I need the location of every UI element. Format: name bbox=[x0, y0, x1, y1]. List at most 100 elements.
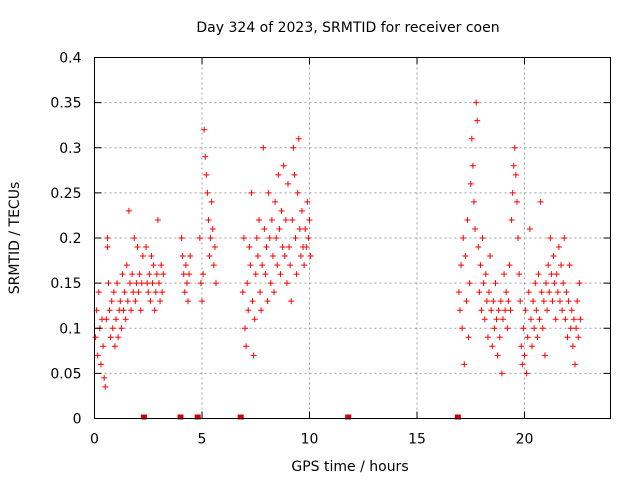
data-point bbox=[267, 280, 274, 287]
data-point bbox=[569, 343, 576, 350]
gap-marker bbox=[177, 414, 184, 420]
data-point bbox=[240, 235, 247, 241]
data-point bbox=[509, 189, 516, 196]
data-point bbox=[493, 316, 500, 323]
data-point bbox=[110, 289, 117, 296]
data-point bbox=[544, 307, 551, 314]
data-point bbox=[185, 298, 192, 305]
data-point bbox=[266, 235, 273, 241]
data-point bbox=[484, 334, 491, 341]
data-point bbox=[129, 271, 136, 278]
data-point bbox=[122, 316, 129, 323]
data-point bbox=[559, 307, 566, 314]
data-point bbox=[207, 235, 214, 241]
data-point bbox=[106, 307, 113, 314]
gap-markers bbox=[140, 414, 461, 420]
data-point bbox=[244, 280, 251, 287]
data-point bbox=[290, 144, 297, 151]
data-point bbox=[272, 198, 279, 205]
data-point bbox=[107, 334, 114, 341]
data-point bbox=[296, 225, 303, 232]
data-point bbox=[210, 262, 217, 269]
data-point bbox=[130, 289, 137, 296]
data-point bbox=[249, 298, 256, 305]
data-point bbox=[181, 289, 188, 296]
data-point bbox=[552, 316, 559, 323]
data-point bbox=[146, 271, 153, 278]
data-point bbox=[292, 235, 299, 241]
data-point bbox=[115, 334, 122, 341]
data-point bbox=[136, 271, 143, 278]
y-tick-label: 0.15 bbox=[50, 276, 81, 292]
data-point bbox=[479, 235, 486, 241]
data-point bbox=[128, 307, 135, 314]
x-tick-label: 5 bbox=[198, 432, 207, 448]
y-tick-label: 0.05 bbox=[50, 366, 81, 382]
data-point bbox=[529, 343, 536, 350]
data-point bbox=[502, 307, 509, 314]
data-point bbox=[113, 316, 119, 323]
data-point bbox=[562, 316, 569, 323]
data-point bbox=[560, 280, 567, 287]
data-point bbox=[548, 271, 555, 278]
data-point bbox=[473, 99, 480, 106]
data-point bbox=[476, 289, 483, 296]
data-point bbox=[153, 271, 160, 278]
data-point bbox=[279, 244, 286, 251]
data-point bbox=[538, 289, 545, 296]
data-point bbox=[148, 253, 155, 260]
data-point bbox=[144, 280, 151, 287]
data-point bbox=[137, 307, 144, 314]
data-point bbox=[303, 244, 310, 251]
data-point bbox=[532, 280, 539, 287]
data-point bbox=[120, 307, 127, 314]
data-point bbox=[537, 198, 544, 205]
data-point bbox=[305, 235, 312, 241]
data-point bbox=[274, 262, 281, 269]
data-point bbox=[179, 253, 186, 260]
data-point bbox=[101, 374, 108, 381]
data-point bbox=[555, 244, 562, 251]
data-point bbox=[143, 244, 150, 251]
gap-marker bbox=[237, 414, 244, 420]
data-point bbox=[97, 361, 104, 368]
data-point bbox=[295, 135, 302, 142]
data-point bbox=[572, 361, 579, 368]
data-point bbox=[566, 262, 573, 269]
data-point bbox=[280, 162, 287, 169]
data-point bbox=[201, 126, 208, 133]
data-point bbox=[100, 343, 107, 350]
data-point bbox=[178, 235, 185, 241]
data-point bbox=[530, 298, 537, 305]
data-point bbox=[151, 307, 158, 314]
data-point bbox=[503, 289, 510, 296]
data-point bbox=[211, 244, 218, 251]
data-point bbox=[242, 325, 248, 332]
y-tick-label: 0.4 bbox=[59, 51, 81, 67]
data-point bbox=[568, 307, 575, 314]
data-point bbox=[458, 262, 465, 269]
data-point bbox=[465, 334, 472, 341]
data-point bbox=[150, 262, 157, 269]
data-point bbox=[526, 225, 533, 232]
data-point bbox=[500, 316, 506, 323]
data-point bbox=[511, 144, 518, 151]
data-point bbox=[506, 262, 513, 269]
data-point bbox=[95, 289, 102, 296]
axis-ticks: 0 0.05 0.1 0.15 0.2 0.25 0.3 0.35 0.4 0 5 10 15 20 bbox=[50, 51, 611, 448]
data-point bbox=[510, 162, 517, 169]
data-point bbox=[133, 280, 140, 287]
y-axis-label: SRMTID / TECUs bbox=[7, 182, 23, 295]
data-point bbox=[574, 298, 581, 305]
data-point bbox=[182, 262, 189, 269]
data-point bbox=[491, 325, 498, 332]
data-point bbox=[504, 325, 511, 332]
data-point bbox=[105, 280, 112, 287]
chart-title: Day 324 of 2023, SRMTID for receiver coe… bbox=[196, 20, 499, 36]
data-point bbox=[570, 316, 577, 323]
data-point bbox=[545, 262, 552, 269]
data-points bbox=[92, 99, 584, 390]
data-point bbox=[492, 280, 499, 287]
data-point bbox=[522, 307, 529, 314]
data-point bbox=[527, 316, 534, 323]
